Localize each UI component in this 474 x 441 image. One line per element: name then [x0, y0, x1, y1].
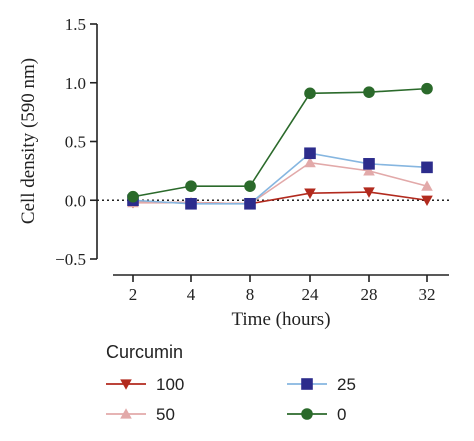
data-point — [185, 197, 197, 210]
data-point — [244, 197, 256, 210]
series-group — [127, 82, 433, 210]
data-point — [363, 187, 375, 198]
legend-title: Curcumin — [106, 342, 183, 362]
series-100 — [127, 187, 433, 210]
legend-label: 0 — [337, 405, 346, 424]
data-point — [244, 180, 256, 192]
x-tick-label: 32 — [419, 285, 436, 304]
y-tick-label: 0.5 — [65, 133, 86, 152]
x-tick-label: 8 — [246, 285, 255, 304]
x-tick-label: 4 — [187, 285, 196, 304]
data-point — [363, 158, 375, 170]
series-line — [133, 161, 428, 205]
y-ticks: −0.5 0.0 0.5 1.0 1.5 — [55, 15, 97, 269]
legend-label: 25 — [337, 375, 356, 394]
data-point — [421, 180, 433, 191]
y-axis-title: Cell density (590 nm) — [18, 58, 39, 224]
legend-item-50: 50 — [106, 405, 175, 424]
x-tick-label: 2 — [129, 285, 138, 304]
data-point — [363, 86, 375, 98]
y-tick-label: −0.5 — [55, 250, 86, 269]
y-tick-label: 1.0 — [65, 74, 86, 93]
data-point — [185, 180, 197, 192]
data-point — [421, 82, 433, 95]
data-point — [363, 165, 375, 176]
x-axis-title: Time (hours) — [231, 309, 330, 330]
x-ticks: 2 4 8 24 28 32 — [129, 275, 436, 304]
legend-label: 50 — [156, 405, 175, 424]
series-0 — [127, 82, 433, 203]
series-line — [132, 87, 428, 198]
legend-swatch-marker — [301, 378, 313, 390]
data-point — [127, 190, 139, 203]
x-tick-label: 28 — [361, 285, 378, 304]
data-point — [304, 147, 316, 160]
data-point — [421, 195, 433, 207]
legend-label: 100 — [156, 375, 184, 394]
legend-item-100: 100 — [106, 375, 184, 394]
data-point — [304, 87, 316, 100]
x-tick-label: 24 — [302, 285, 320, 304]
series-line — [132, 152, 428, 205]
y-tick-label: 1.5 — [65, 15, 86, 34]
data-point — [304, 156, 316, 168]
legend-swatch-marker — [301, 408, 313, 420]
y-tick-label: 0.0 — [65, 191, 86, 210]
legend-swatch-marker — [120, 408, 132, 419]
data-point — [304, 188, 316, 199]
legend-item-25: 25 — [287, 375, 356, 394]
legend: Curcumin 100 50 25 0 — [106, 342, 356, 424]
data-point — [421, 161, 433, 174]
legend-swatch-marker — [120, 379, 132, 390]
legend-item-0: 0 — [287, 405, 346, 424]
